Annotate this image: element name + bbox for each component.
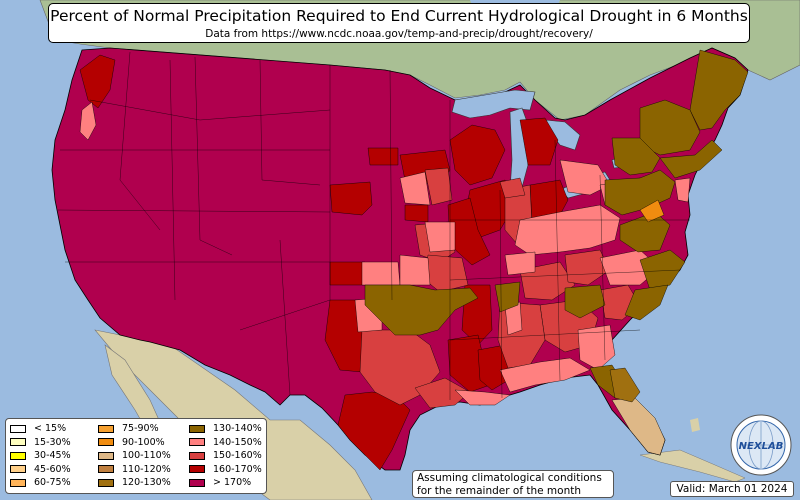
title-box: Percent of Normal Precipitation Required… bbox=[48, 3, 750, 43]
map-subtitle: Data from https://www.ncdc.noaa.gov/temp… bbox=[205, 28, 593, 40]
logo-text: NEXLAB bbox=[739, 441, 784, 452]
legend-swatch bbox=[98, 465, 114, 473]
legend-item: 150-160% bbox=[189, 449, 262, 463]
legend-item: > 170% bbox=[189, 476, 262, 490]
legend-item: 45-60% bbox=[10, 463, 71, 477]
valid-date: Valid: March 01 2024 bbox=[670, 481, 794, 497]
legend-swatch bbox=[10, 478, 26, 487]
bahamas bbox=[690, 418, 700, 432]
regions-100-110 bbox=[611, 397, 666, 456]
legend: < 15% 15-30% 30-45% 45-60% 60-75% 75-90%… bbox=[5, 418, 267, 494]
cuba bbox=[639, 449, 746, 483]
legend-item: 100-110% bbox=[98, 449, 171, 463]
regions-140-150 bbox=[79, 101, 691, 406]
legend-column-2: 75-90% 90-100% 100-110% 110-120% 120-130… bbox=[98, 422, 171, 490]
legend-item: 140-150% bbox=[189, 436, 262, 450]
legend-item: 75-90% bbox=[98, 422, 171, 436]
map-title: Percent of Normal Precipitation Required… bbox=[50, 7, 748, 25]
legend-swatch bbox=[98, 451, 114, 460]
legend-swatch bbox=[10, 451, 26, 460]
regions-90-100 bbox=[639, 199, 665, 223]
legend-swatch bbox=[10, 438, 26, 446]
division-lines bbox=[57, 51, 690, 400]
legend-swatch bbox=[189, 465, 205, 473]
legend-swatch bbox=[189, 451, 205, 460]
legend-swatch bbox=[98, 438, 114, 446]
legend-item: 130-140% bbox=[189, 422, 262, 436]
legend-item: 30-45% bbox=[10, 449, 71, 463]
legend-swatch bbox=[10, 424, 26, 433]
legend-item: 110-120% bbox=[98, 463, 171, 477]
legend-swatch bbox=[189, 438, 205, 446]
note-line-1: Assuming climatological conditions bbox=[417, 472, 602, 484]
regions-130-140 bbox=[364, 49, 749, 399]
legend-column-1: < 15% 15-30% 30-45% 45-60% 60-75% bbox=[10, 422, 71, 490]
legend-swatch bbox=[189, 478, 205, 487]
legend-item: < 15% bbox=[10, 422, 71, 436]
nexlab-globe-logo: NEXLAB bbox=[730, 414, 792, 476]
mexico-land bbox=[94, 329, 373, 500]
regions-150-160 bbox=[359, 167, 641, 409]
legend-swatch bbox=[98, 478, 114, 487]
legend-swatch bbox=[10, 465, 26, 473]
regions-120-130 bbox=[609, 367, 641, 403]
legend-item: 60-75% bbox=[10, 476, 71, 490]
legend-swatch bbox=[189, 424, 205, 433]
legend-item: 120-130% bbox=[98, 476, 171, 490]
note-line-2: for the remainder of the month bbox=[417, 484, 582, 497]
legend-item: 90-100% bbox=[98, 436, 171, 450]
legend-swatch bbox=[98, 424, 114, 433]
legend-item: 160-170% bbox=[189, 463, 262, 477]
legend-item: 15-30% bbox=[10, 436, 71, 450]
legend-column-3: 130-140% 140-150% 150-160% 160-170% > 17… bbox=[189, 422, 262, 490]
assumption-note: Assuming climatological conditions for t… bbox=[412, 470, 614, 498]
